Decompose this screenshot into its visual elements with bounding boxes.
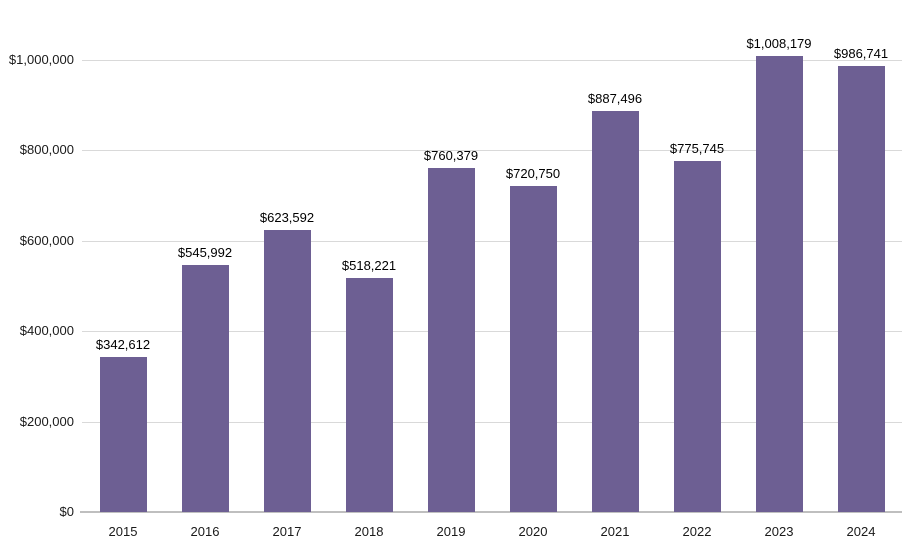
data-label-2022: $775,745 xyxy=(669,141,725,156)
data-label-2023: $1,008,179 xyxy=(746,36,812,51)
gridline xyxy=(82,60,902,61)
x-axis-tick-label-2017: 2017 xyxy=(272,524,302,539)
bar-2017[interactable] xyxy=(264,230,311,512)
x-axis-tick-label-2021: 2021 xyxy=(600,524,630,539)
data-label-2020: $720,750 xyxy=(505,166,561,181)
x-axis-tick-label-2016: 2016 xyxy=(190,524,220,539)
bar-2020[interactable] xyxy=(510,186,557,512)
bar-2024[interactable] xyxy=(838,66,885,512)
data-label-2017: $623,592 xyxy=(259,210,315,225)
x-axis-tick-label-2024: 2024 xyxy=(846,524,876,539)
bar-2019[interactable] xyxy=(428,168,475,512)
data-label-2018: $518,221 xyxy=(341,258,397,273)
bar-2023[interactable] xyxy=(756,56,803,512)
x-axis-tick-label-2018: 2018 xyxy=(354,524,384,539)
bar-2015[interactable] xyxy=(100,357,147,512)
data-label-2024: $986,741 xyxy=(833,46,889,61)
y-axis-tick-label: $0 xyxy=(59,504,74,519)
x-axis-tick-label-2023: 2023 xyxy=(764,524,794,539)
data-label-2021: $887,496 xyxy=(587,91,643,106)
x-axis-tick-label-2020: 2020 xyxy=(518,524,548,539)
y-axis-tick-label: $800,000 xyxy=(19,142,74,157)
y-axis-tick-label: $600,000 xyxy=(19,233,74,248)
bar-2016[interactable] xyxy=(182,265,229,512)
gridline xyxy=(82,331,902,332)
bar-2021[interactable] xyxy=(592,111,639,512)
x-axis-tick-label-2019: 2019 xyxy=(436,524,466,539)
y-axis-tick-label: $200,000 xyxy=(19,414,74,429)
bar-2022[interactable] xyxy=(674,161,721,512)
y-axis-tick-label: $1,000,000 xyxy=(8,52,74,67)
bar-2018[interactable] xyxy=(346,278,393,512)
data-label-2015: $342,612 xyxy=(95,337,151,352)
gridline xyxy=(82,241,902,242)
data-label-2016: $545,992 xyxy=(177,245,233,260)
x-axis-tick-label-2015: 2015 xyxy=(108,524,138,539)
y-axis-tick-label: $400,000 xyxy=(19,323,74,338)
x-axis-tick-label-2022: 2022 xyxy=(682,524,712,539)
data-label-2019: $760,379 xyxy=(423,148,479,163)
gridline xyxy=(82,150,902,151)
gridline xyxy=(82,422,902,423)
x-axis-line xyxy=(80,511,902,513)
